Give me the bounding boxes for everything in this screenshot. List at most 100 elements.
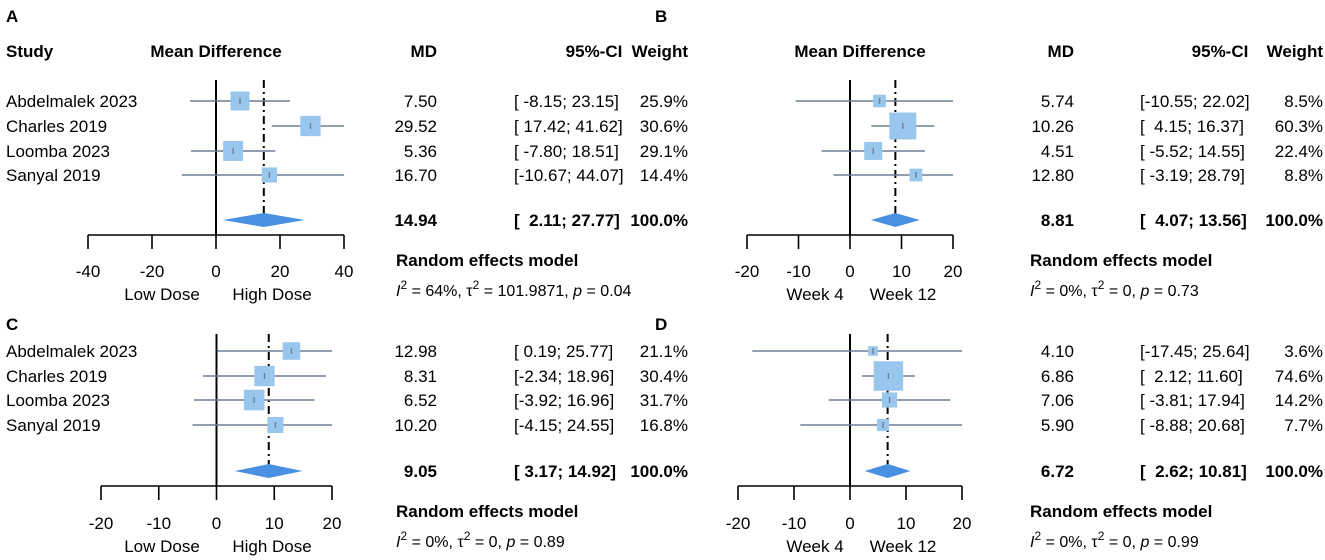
study-name: Abdelmalek 2023	[6, 342, 137, 361]
ci-value: [-2.34; 18.96]	[514, 367, 614, 386]
weight-value: 8.5%	[1284, 92, 1323, 111]
heterogeneity-stats: I2 = 0%, τ2 = 0, p = 0.99	[1030, 529, 1199, 551]
pooled-ci-value: [ 2.11; 27.77]	[514, 211, 620, 230]
md-value: 10.20	[394, 416, 437, 435]
md-value: 12.80	[1031, 166, 1074, 185]
x-tick-label: 20	[944, 262, 963, 281]
x-tick-label: 10	[897, 514, 916, 533]
x-tick-label: 0	[845, 262, 854, 281]
ci-value: [-17.45; 25.64]	[1140, 342, 1250, 361]
pooled-md-value: 8.81	[1041, 211, 1074, 230]
study-name: Loomba 2023	[6, 391, 110, 410]
ci-value: [ -8.15; 23.15]	[514, 92, 619, 111]
ci-value: [-4.15; 24.55]	[514, 416, 614, 435]
pooled-ci-value: [ 4.07; 13.56]	[1140, 211, 1247, 230]
weight-value: 74.6%	[1275, 367, 1323, 386]
model-label: Random effects model	[1030, 251, 1212, 270]
md-value: 4.10	[1041, 342, 1074, 361]
x-tick-label: -40	[76, 262, 101, 281]
x-tick-label: -20	[140, 262, 165, 281]
weight-value: 14.4%	[640, 166, 688, 185]
weight-value: 7.7%	[1284, 416, 1323, 435]
pooled-md-value: 14.94	[394, 211, 437, 230]
panel-label: C	[6, 315, 18, 334]
x-tick-label: -20	[726, 514, 751, 533]
weight-value: 8.8%	[1284, 166, 1323, 185]
heterogeneity-stats: I2 = 0%, τ2 = 0, p = 0.89	[396, 529, 565, 551]
heterogeneity-stats: I2 = 0%, τ2 = 0, p = 0.73	[1030, 278, 1199, 300]
x-tick-label: 0	[845, 514, 854, 533]
study-name: Charles 2019	[6, 117, 107, 136]
panel-label: B	[655, 7, 667, 26]
pooled-weight-value: 100.0%	[1265, 211, 1323, 230]
ci-value: [ -5.52; 14.55]	[1140, 142, 1245, 161]
md-value: 12.98	[394, 342, 437, 361]
md-value: 4.51	[1041, 142, 1074, 161]
study-name: Sanyal 2019	[6, 166, 101, 185]
ci-value: [ 2.12; 11.60]	[1140, 367, 1243, 386]
x-tick-label: 20	[271, 262, 290, 281]
x-label-right: High Dose	[232, 537, 311, 556]
study-column-header: Study	[6, 42, 54, 61]
heterogeneity-stats: I2 = 64%, τ2 = 101.9871, p = 0.04	[396, 278, 632, 300]
panel-b: B Mean Difference MD 95%-CI Weight 5.74 [-10.5…	[655, 7, 1323, 304]
ci-column-header: 95%-CI	[1192, 42, 1249, 61]
x-label-right: Week 12	[870, 285, 937, 304]
x-label-right: High Dose	[232, 285, 311, 304]
model-label: Random effects model	[1030, 502, 1212, 521]
weight-value: 22.4%	[1275, 142, 1323, 161]
x-tick-label: 10	[265, 514, 284, 533]
pooled-ci-value: [ 2.62; 10.81]	[1140, 462, 1247, 481]
pooled-md-value: 9.05	[404, 462, 437, 481]
md-value: 8.31	[404, 367, 437, 386]
x-tick-label: 10	[892, 262, 911, 281]
study-name: Abdelmalek 2023	[6, 92, 137, 111]
plot-title: Mean Difference	[794, 42, 925, 61]
weight-value: 16.8%	[640, 416, 688, 435]
md-value: 29.52	[394, 117, 437, 136]
ci-value: [ -3.81; 17.94]	[1140, 391, 1245, 410]
weight-value: 25.9%	[640, 92, 688, 111]
weight-value: 29.1%	[640, 142, 688, 161]
x-label-left: Week 4	[786, 537, 843, 556]
model-label: Random effects model	[396, 251, 578, 270]
x-label-left: Low Dose	[124, 537, 200, 556]
weight-column-header: Weight	[1267, 42, 1324, 61]
md-column-header: MD	[411, 42, 437, 61]
x-tick-label: 0	[212, 514, 221, 533]
x-tick-label: -20	[89, 514, 114, 533]
panel-a: A Study Mean Difference MD 95%-CI Weight Abdel…	[6, 7, 688, 304]
pooled-diamond	[864, 464, 911, 478]
panel-c: C Abdelmalek 2023 12.98 [ 0.19; 25.77] 21.1%…	[6, 315, 688, 556]
x-tick-label: 20	[953, 514, 972, 533]
study-name: Loomba 2023	[6, 142, 110, 161]
weight-value: 21.1%	[640, 342, 688, 361]
md-value: 5.90	[1041, 416, 1074, 435]
ci-value: [ 4.15; 16.37]	[1140, 117, 1244, 136]
x-label-left: Week 4	[786, 285, 843, 304]
ci-value: [-10.67; 44.07]	[514, 166, 624, 185]
x-tick-label: -10	[786, 262, 811, 281]
pooled-diamond	[222, 213, 305, 227]
ci-value: [ -3.19; 28.79]	[1140, 166, 1245, 185]
weight-value: 60.3%	[1275, 117, 1323, 136]
x-tick-label: -10	[146, 514, 171, 533]
md-value: 6.52	[404, 391, 437, 410]
ci-value: [-10.55; 22.02]	[1140, 92, 1250, 111]
md-value: 16.70	[394, 166, 437, 185]
pooled-weight-value: 100.0%	[630, 462, 688, 481]
md-value: 7.50	[404, 92, 437, 111]
md-value: 6.86	[1041, 367, 1074, 386]
panel-label: D	[655, 315, 667, 334]
md-value: 7.06	[1041, 391, 1074, 410]
pooled-diamond	[870, 213, 920, 227]
pooled-ci-value: [ 3.17; 14.92]	[514, 462, 616, 481]
weight-value: 30.6%	[640, 117, 688, 136]
plot-title: Mean Difference	[150, 42, 281, 61]
ci-column-header: 95%-CI	[566, 42, 623, 61]
panel-d: D 4.10 [-17.45; 25.64] 3.6% 6.86 [ 2.12; 11.6…	[655, 315, 1323, 556]
study-name: Charles 2019	[6, 367, 107, 386]
x-tick-label: 40	[335, 262, 354, 281]
x-tick-label: -10	[782, 514, 807, 533]
